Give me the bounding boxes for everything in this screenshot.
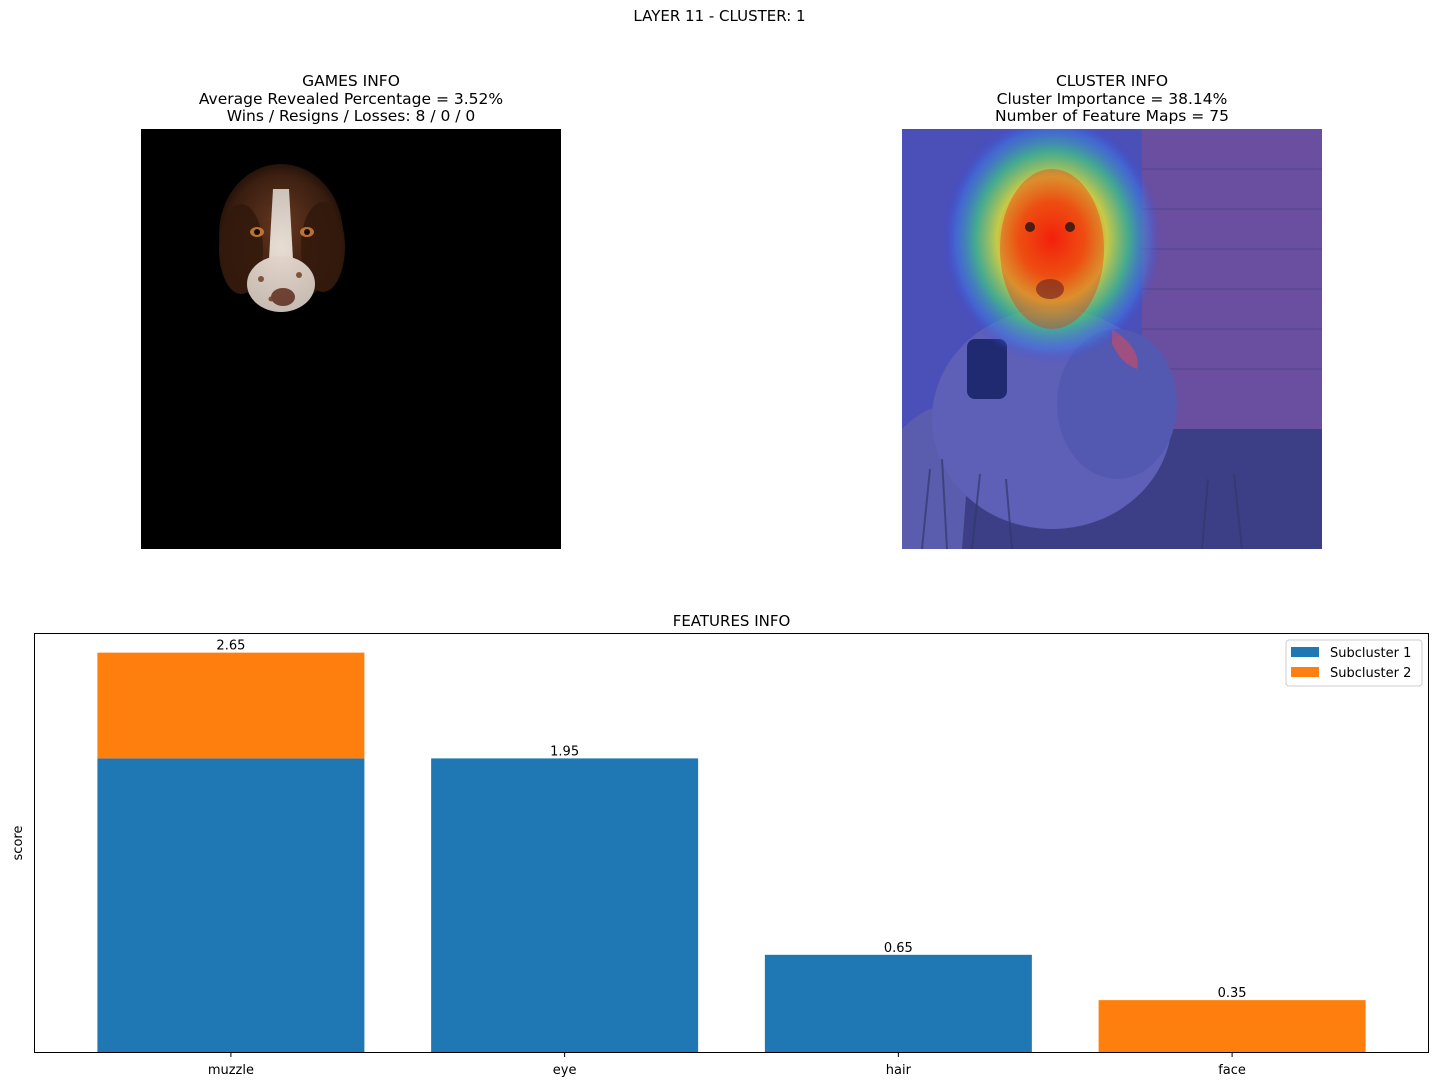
bar-muzzle-subcluster-1 bbox=[97, 758, 365, 1053]
feature-maps-count-text: Number of Feature Maps = 75 bbox=[995, 107, 1229, 125]
axes-frame bbox=[34, 633, 1429, 1053]
y-axis-label: score bbox=[11, 826, 26, 861]
bar-total-label-face: 0.35 bbox=[1218, 986, 1247, 1001]
features-info-title: FEATURES INFO bbox=[672, 612, 791, 630]
heatmap-overlay-illustration bbox=[902, 129, 1322, 549]
bar-face-subcluster-2 bbox=[1098, 1000, 1366, 1053]
bar-total-label-muzzle: 2.65 bbox=[216, 639, 245, 654]
x-tick-label-face: face bbox=[1218, 1063, 1246, 1078]
revealed-dog-image bbox=[141, 129, 561, 549]
bar-total-label-hair: 0.65 bbox=[884, 941, 913, 956]
figure-suptitle: LAYER 11 - CLUSTER: 1 bbox=[633, 7, 806, 25]
revealed-percentage-text: Average Revealed Percentage = 3.52% bbox=[198, 89, 504, 108]
x-tick-label-muzzle: muzzle bbox=[208, 1063, 254, 1078]
bar-total-label-eye: 1.95 bbox=[550, 744, 579, 759]
x-tick-label-eye: eye bbox=[553, 1063, 577, 1078]
cluster-info-heading: CLUSTER INFO bbox=[1055, 72, 1169, 90]
games-info-title: GAMES INFO Average Revealed Percentage =… bbox=[51, 72, 651, 126]
bar-muzzle-subcluster-2 bbox=[97, 652, 365, 759]
legend-swatch-subcluster-1 bbox=[1291, 647, 1319, 657]
legend-label-subcluster-2: Subcluster 2 bbox=[1330, 666, 1411, 681]
cluster-importance-text: Cluster Importance = 38.14% bbox=[996, 89, 1228, 108]
x-tick-label-hair: hair bbox=[886, 1063, 912, 1078]
legend-swatch-subcluster-2 bbox=[1291, 667, 1319, 677]
bar-eye-subcluster-1 bbox=[431, 758, 699, 1053]
legend-label-subcluster-1: Subcluster 1 bbox=[1330, 646, 1411, 661]
cluster-heatmap-image bbox=[902, 129, 1322, 549]
wins-resigns-losses-text: Wins / Resigns / Losses: 8 / 0 / 0 bbox=[226, 107, 476, 125]
revealed-dog-illustration bbox=[141, 129, 561, 549]
bar-hair-subcluster-1 bbox=[764, 954, 1032, 1053]
cluster-info-title: CLUSTER INFO Cluster Importance = 38.14%… bbox=[812, 72, 1412, 126]
games-info-heading: GAMES INFO bbox=[302, 72, 400, 90]
legend-box bbox=[1285, 639, 1423, 687]
